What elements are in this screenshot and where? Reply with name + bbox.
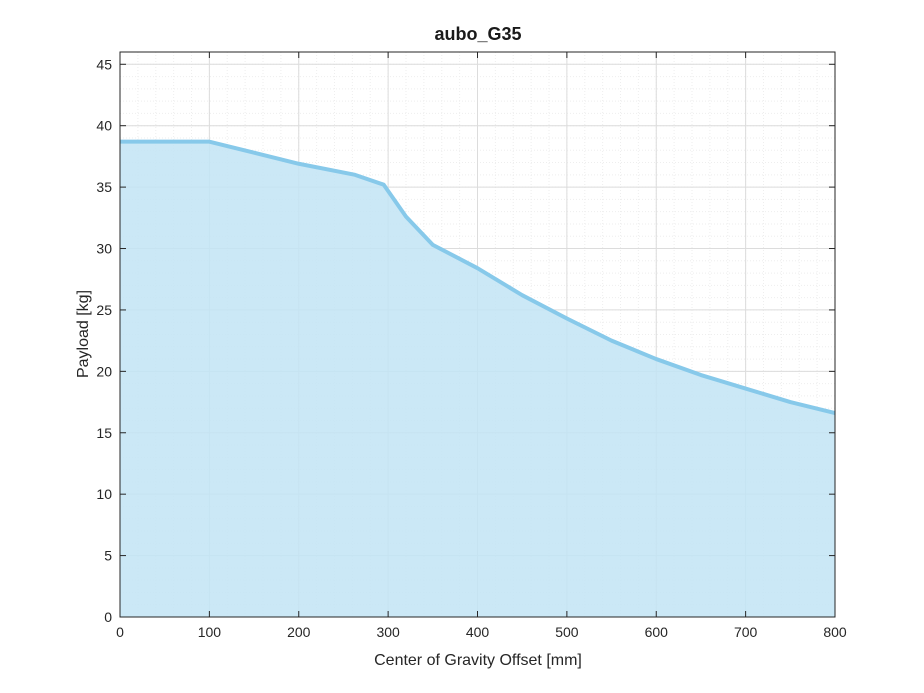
y-tick-label: 35 <box>96 179 112 195</box>
x-tick-label: 100 <box>198 624 222 640</box>
y-tick-label: 10 <box>96 486 112 502</box>
y-tick-label: 15 <box>96 425 112 441</box>
x-tick-label: 200 <box>287 624 311 640</box>
y-axis: 0 5 10 15 20 25 30 35 40 45 <box>96 56 835 625</box>
y-tick-label: 30 <box>96 241 112 257</box>
y-tick-label: 5 <box>104 548 112 564</box>
y-tick-label: 25 <box>96 302 112 318</box>
chart-title: aubo_G35 <box>434 24 521 44</box>
x-tick-label: 300 <box>376 624 400 640</box>
x-tick-label: 0 <box>116 624 124 640</box>
payload-line <box>120 139 836 416</box>
x-tick-label: 400 <box>466 624 490 640</box>
x-axis-label: Center of Gravity Offset [mm] <box>374 652 582 669</box>
y-tick-label: 20 <box>96 363 112 379</box>
y-tick-label: 40 <box>96 118 112 134</box>
y-tick-label: 45 <box>96 56 112 72</box>
x-tick-label: 800 <box>823 624 847 640</box>
x-tick-label: 700 <box>734 624 758 640</box>
x-tick-label: 500 <box>555 624 579 640</box>
x-axis: 0 100 200 300 400 500 600 700 800 <box>116 52 847 640</box>
y-axis-label: Payload [kg] <box>75 290 92 378</box>
payload-area <box>120 141 835 617</box>
y-tick-label: 0 <box>104 609 112 625</box>
x-tick-label: 600 <box>645 624 669 640</box>
